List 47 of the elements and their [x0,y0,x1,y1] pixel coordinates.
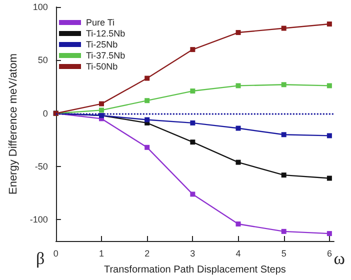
point [326,176,332,181]
point [144,144,150,150]
point [326,83,332,88]
point [190,192,196,197]
y-tick-label: 50 [38,55,48,66]
point [281,26,286,31]
point [281,132,286,138]
point [190,47,196,52]
point [236,83,241,88]
y-axis-title: Energy Difference meV/atom [8,53,20,195]
x-tick-label: 4 [236,248,241,258]
y-tick-label: 100 [32,2,48,12]
legend-label: Ti-25Nb [86,40,118,50]
point [326,231,332,236]
x-tick-label: 3 [190,248,196,258]
point [99,108,104,113]
x-tick-label: 5 [281,248,286,258]
text: β [36,249,45,268]
point [190,140,196,145]
point [281,228,286,234]
point [326,133,332,138]
point [99,101,104,106]
legend-label: Ti-12.5Nb [86,28,126,38]
point [236,30,241,36]
point [236,221,241,226]
y-tick-label: 0 [42,108,48,118]
y-tick-label: -100 [30,214,48,225]
point [326,22,332,27]
y-tick-label: -50 [34,162,48,172]
point [144,98,150,104]
point [144,117,150,122]
point [236,126,241,131]
x-tick-label: 2 [144,248,150,258]
x-axis-title: Transformation Path Displacement Steps [104,264,286,276]
point [190,120,196,126]
x-tick-label: 0 [53,248,58,258]
legend-label: Ti-50Nb [86,62,118,72]
point [236,160,241,165]
x-tick-label: 6 [326,248,332,258]
point [144,76,150,81]
legend-label: Ti-37.5Nb [86,50,126,60]
point [190,88,196,94]
text: ω [334,249,346,268]
point [281,172,286,178]
legend-label: Pure Ti [86,18,115,28]
point [281,82,286,88]
x-tick-label: 1 [98,248,104,258]
